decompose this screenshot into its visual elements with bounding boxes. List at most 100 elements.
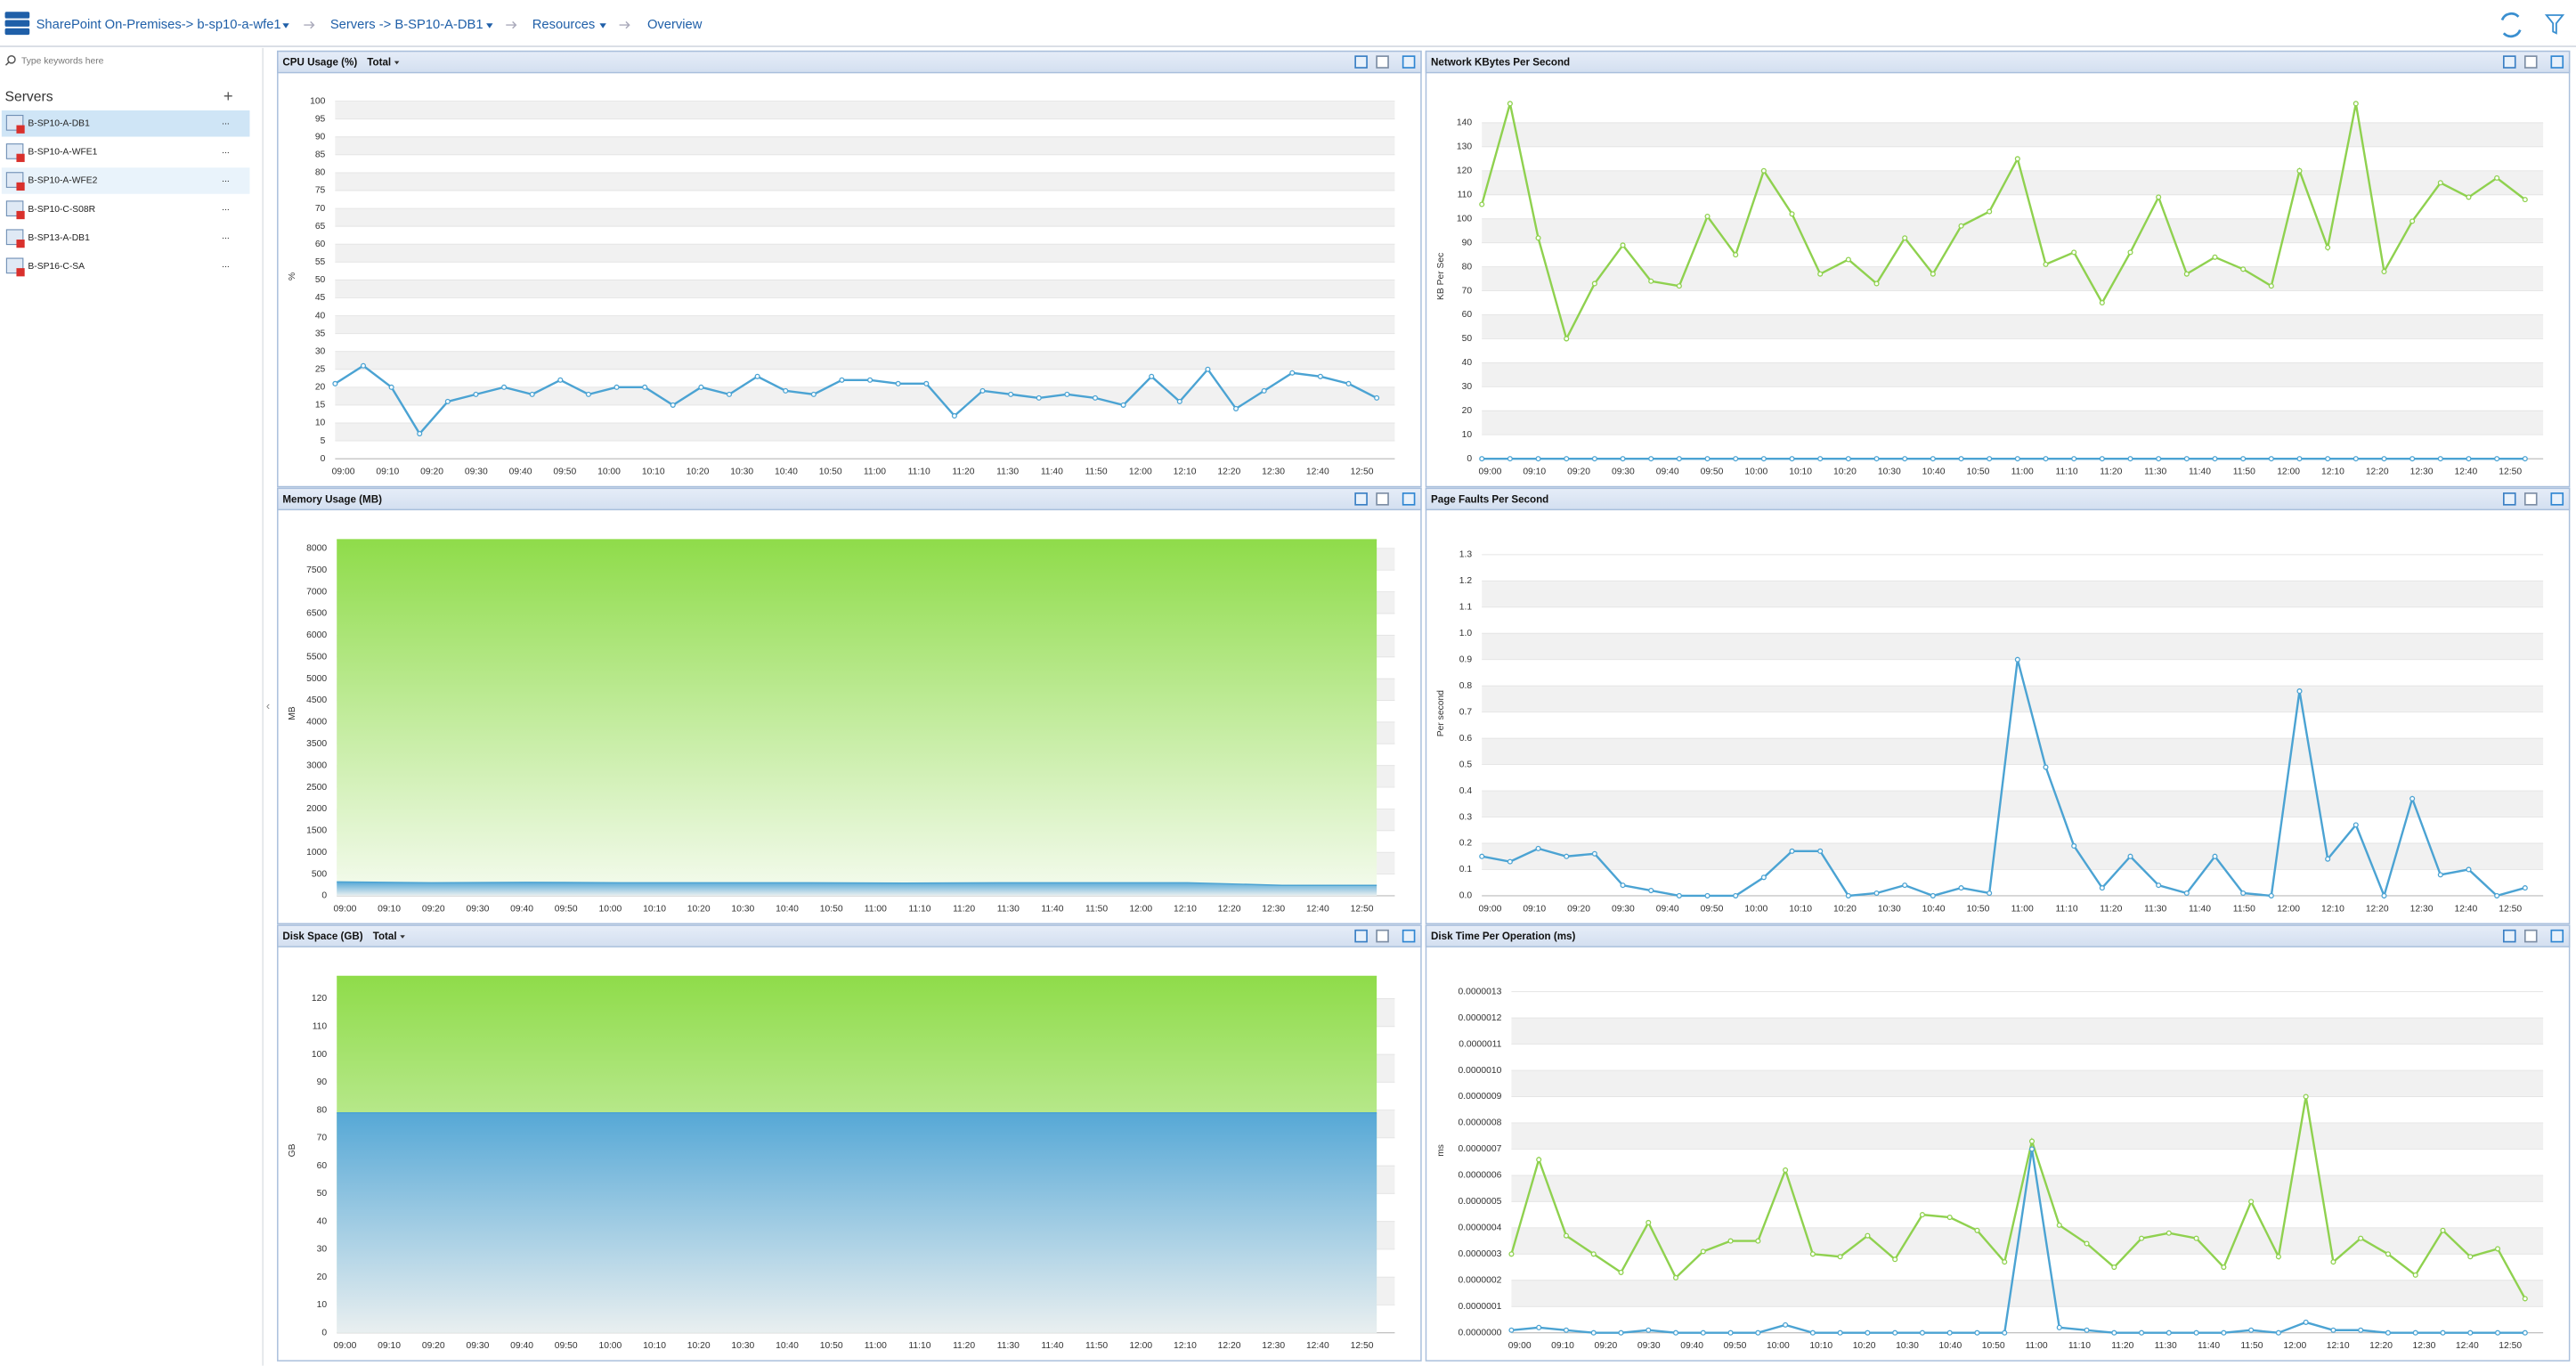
maximize-button[interactable] bbox=[1402, 55, 1416, 69]
x-tick-label: 10:50 bbox=[1966, 468, 1989, 477]
server-row[interactable]: B-SP10-C-S08R... bbox=[5, 200, 230, 220]
table-button[interactable] bbox=[1376, 492, 1389, 506]
row-menu[interactable]: ... bbox=[222, 175, 230, 184]
x-tick-label: 11:30 bbox=[2155, 1341, 2177, 1351]
breadcrumb[interactable]: Servers -> B-SP10-A-DB1 bbox=[330, 18, 484, 32]
point bbox=[923, 380, 930, 386]
panel-dropdown[interactable]: Total bbox=[367, 57, 391, 69]
export-button[interactable] bbox=[2502, 929, 2516, 943]
point bbox=[2494, 1246, 2501, 1252]
x-tick-label: 11:40 bbox=[2189, 904, 2211, 914]
y-tick-label: 40 bbox=[317, 1216, 328, 1226]
point bbox=[2409, 795, 2416, 801]
point bbox=[2127, 853, 2133, 859]
point bbox=[332, 380, 338, 386]
row-menu[interactable]: ... bbox=[222, 146, 230, 156]
point bbox=[1563, 1327, 1570, 1333]
y-tick-label: 5 bbox=[321, 436, 326, 446]
maximize-button[interactable] bbox=[2550, 929, 2564, 943]
server-row[interactable]: B-SP13-A-DB1... bbox=[5, 229, 230, 248]
table-button[interactable] bbox=[1376, 929, 1389, 943]
point bbox=[1946, 1215, 1953, 1221]
y-tick-label: 25 bbox=[315, 364, 326, 374]
y-tick-label: 100 bbox=[1457, 214, 1472, 224]
export-button[interactable] bbox=[1354, 55, 1368, 69]
point bbox=[1987, 456, 1993, 462]
point bbox=[2330, 1327, 2336, 1333]
table-button[interactable] bbox=[2523, 492, 2538, 506]
server-row[interactable]: B-SP16-C-SA... bbox=[5, 257, 230, 277]
maximize-button[interactable] bbox=[2550, 492, 2564, 506]
point bbox=[1733, 252, 1739, 258]
point bbox=[1902, 882, 1908, 889]
row-menu[interactable]: ... bbox=[222, 260, 230, 270]
point bbox=[1648, 278, 1654, 284]
point bbox=[2193, 1329, 2199, 1336]
x-tick-label: 09:20 bbox=[1567, 468, 1590, 477]
server-row[interactable]: B-SP10-A-WFE1... bbox=[5, 143, 230, 162]
x-tick-label: 11:20 bbox=[953, 904, 975, 914]
caret[interactable] bbox=[599, 23, 606, 28]
breadcrumb[interactable]: Overview bbox=[647, 18, 703, 32]
point bbox=[2385, 1251, 2392, 1257]
point bbox=[1974, 1329, 1980, 1336]
y-tick-label: 7500 bbox=[306, 565, 327, 575]
y-tick-label: 5500 bbox=[306, 652, 327, 662]
caret[interactable] bbox=[282, 23, 289, 28]
table-button[interactable] bbox=[2523, 929, 2538, 943]
point bbox=[2248, 1327, 2255, 1333]
export-button[interactable] bbox=[2502, 492, 2516, 506]
x-tick-label: 10:10 bbox=[1809, 1341, 1832, 1351]
filter-button[interactable] bbox=[2544, 14, 2565, 35]
y-tick-label: 0.0000005 bbox=[1459, 1197, 1502, 1207]
breadcrumb[interactable]: SharePoint On-Premises-> b-sp10-a-wfe1 bbox=[37, 18, 281, 32]
y-tick-label: 0.0000007 bbox=[1459, 1144, 1502, 1154]
breadcrumb[interactable]: Resources bbox=[532, 18, 596, 32]
caret[interactable] bbox=[486, 23, 493, 28]
export-button[interactable] bbox=[1354, 492, 1368, 506]
x-tick-label: 09:00 bbox=[1508, 1341, 1532, 1351]
point bbox=[2071, 842, 2077, 849]
point bbox=[529, 391, 535, 397]
y-tick-label: 60 bbox=[1462, 310, 1473, 320]
y-tick-label: 110 bbox=[1458, 190, 1473, 199]
point bbox=[2268, 283, 2274, 289]
export-button[interactable] bbox=[1354, 929, 1368, 943]
x-tick-label: 12:00 bbox=[1129, 468, 1152, 477]
row-menu[interactable]: ... bbox=[222, 118, 230, 127]
add-button[interactable]: + bbox=[223, 86, 233, 105]
dropdown-caret[interactable] bbox=[394, 61, 400, 65]
row-menu[interactable]: ... bbox=[222, 203, 230, 213]
grid-band bbox=[1511, 1280, 2544, 1307]
collapse-handle[interactable]: ‹ bbox=[266, 699, 270, 712]
row-menu[interactable]: ... bbox=[222, 232, 230, 241]
point bbox=[1892, 1329, 1898, 1336]
server-row[interactable]: B-SP10-A-DB1... bbox=[1, 110, 250, 137]
point bbox=[1930, 456, 1936, 462]
server-name: B-SP10-C-S08R bbox=[28, 205, 95, 215]
point bbox=[2358, 1235, 2364, 1241]
export-button[interactable] bbox=[2502, 55, 2516, 69]
y-tick-label: 2000 bbox=[306, 804, 327, 814]
server-row[interactable]: B-SP10-A-WFE2... bbox=[1, 167, 250, 194]
table-button[interactable] bbox=[2523, 55, 2538, 69]
maximize-button[interactable] bbox=[1402, 929, 1416, 943]
panel-dropdown[interactable]: Total bbox=[373, 931, 397, 942]
point bbox=[1919, 1329, 1925, 1336]
maximize-button[interactable] bbox=[1402, 492, 1416, 506]
panel-title: Page Faults Per Second bbox=[1431, 493, 1548, 505]
y-tick-label: 0.0000008 bbox=[1459, 1118, 1502, 1128]
y-tick-label: 75 bbox=[315, 186, 326, 196]
point bbox=[1845, 256, 1851, 263]
search-input[interactable]: Type keywords here bbox=[21, 56, 104, 66]
table-button[interactable] bbox=[1376, 55, 1389, 69]
x-tick-label: 12:50 bbox=[1351, 468, 1374, 477]
dropdown-caret[interactable] bbox=[400, 935, 405, 939]
y-tick-label: 55 bbox=[315, 257, 326, 267]
line bbox=[1481, 103, 2526, 342]
refresh-button[interactable] bbox=[2500, 12, 2522, 38]
point bbox=[2099, 456, 2105, 462]
maximize-button[interactable] bbox=[2550, 55, 2564, 69]
server-badge bbox=[16, 125, 25, 134]
area bbox=[337, 882, 1377, 896]
